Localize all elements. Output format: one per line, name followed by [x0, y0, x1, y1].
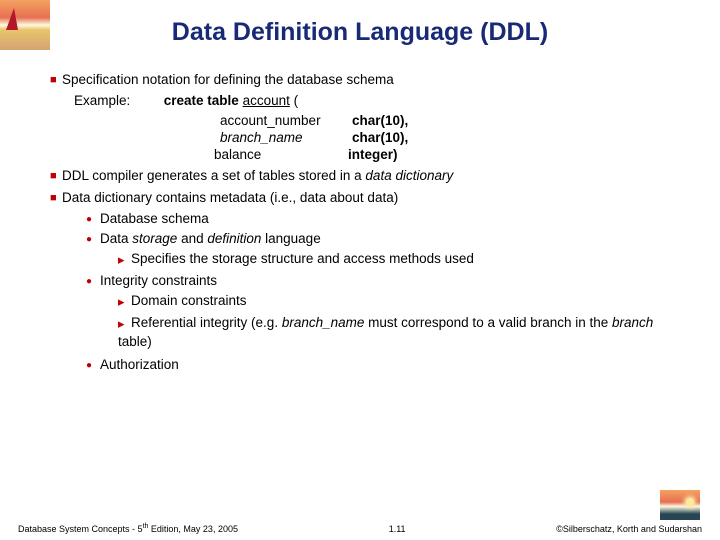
- bullet-level1: ■Specification notation for defining the…: [44, 71, 676, 88]
- code-line: branch_name char(10),: [44, 129, 676, 146]
- bullet-text: Data storage and definition language: [100, 231, 321, 246]
- code-line: balanceinteger): [44, 146, 676, 163]
- bullet-text: Specification notation for defining the …: [62, 72, 394, 87]
- example-line: Example: create table account (: [44, 92, 676, 109]
- bullet-level2: ●Authorization: [44, 356, 676, 373]
- bullet-text: Database schema: [100, 211, 209, 226]
- code-type: integer): [348, 147, 398, 162]
- arrow-bullet-icon: ▸: [118, 294, 131, 311]
- code-field: account_number: [220, 112, 352, 129]
- slide-title: Data Definition Language (DDL): [0, 0, 720, 71]
- bullet-level3: ▸Domain constraints: [44, 292, 676, 311]
- bullet-level1: ■Data dictionary contains metadata (i.e.…: [44, 189, 676, 206]
- bullet-text: Domain constraints: [131, 293, 247, 308]
- code-text: create table account (: [164, 93, 298, 108]
- square-bullet-icon: ■: [50, 191, 62, 205]
- arrow-bullet-icon: ▸: [118, 316, 131, 333]
- code-type: char(10),: [352, 113, 408, 128]
- bullet-level3: ▸Referential integrity (e.g. branch_name…: [44, 314, 676, 350]
- bullet-level3: ▸Specifies the storage structure and acc…: [44, 250, 676, 269]
- code-field: balance: [214, 146, 348, 163]
- bullet-level2: ●Database schema: [44, 210, 676, 227]
- disc-bullet-icon: ●: [86, 360, 100, 373]
- bullet-text: Integrity constraints: [100, 273, 217, 288]
- slide-footer: Database System Concepts - 5th Edition, …: [0, 523, 720, 534]
- bullet-level2: ●Integrity constraints: [44, 272, 676, 289]
- bullet-text: Specifies the storage structure and acce…: [131, 251, 474, 266]
- bullet-text: Referential integrity (e.g. branch_name …: [118, 315, 653, 349]
- example-label: Example:: [74, 92, 160, 109]
- footer-copyright: ©Silberschatz, Korth and Sudarshan: [556, 524, 702, 534]
- square-bullet-icon: ■: [50, 169, 62, 183]
- disc-bullet-icon: ●: [86, 234, 100, 247]
- slide-content: ■Specification notation for defining the…: [0, 71, 720, 373]
- bullet-level2: ●Data storage and definition language: [44, 230, 676, 247]
- bullet-level1: ■DDL compiler generates a set of tables …: [44, 167, 676, 184]
- sunset-image: [660, 490, 700, 520]
- bullet-text: Authorization: [100, 357, 179, 372]
- code-line: account_numberchar(10),: [44, 112, 676, 129]
- footer-page-number: 1.11: [389, 524, 406, 534]
- sailboat-sunset-image: [0, 0, 50, 50]
- disc-bullet-icon: ●: [86, 214, 100, 227]
- code-field: branch_name: [220, 130, 303, 145]
- arrow-bullet-icon: ▸: [118, 252, 131, 269]
- code-type: char(10),: [352, 130, 408, 145]
- square-bullet-icon: ■: [50, 73, 62, 87]
- disc-bullet-icon: ●: [86, 276, 100, 289]
- bullet-text: Data dictionary contains metadata (i.e.,…: [62, 190, 398, 205]
- footer-left: Database System Concepts - 5th Edition, …: [18, 523, 238, 534]
- bullet-text: DDL compiler generates a set of tables s…: [62, 168, 453, 183]
